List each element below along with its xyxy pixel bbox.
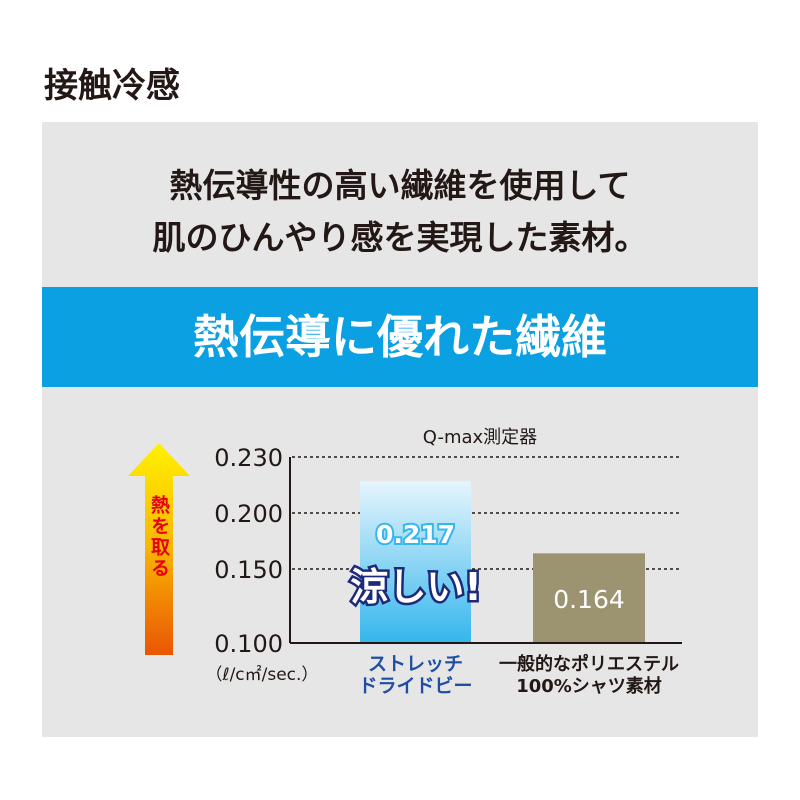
arrow-label: 熱を取る: [148, 495, 170, 579]
bar: [533, 553, 645, 643]
y-tick-label: 0.200: [214, 500, 283, 528]
lead-line-2: 肌のひんやり感を実現した素材。: [152, 218, 648, 257]
x-category-label: 一般的なポリエステル: [499, 653, 679, 675]
lead-line-1: 熱伝導性の高い繊維を使用して: [169, 166, 631, 205]
x-category-label: 100%シャツ素材: [516, 675, 662, 697]
page-title: 接触冷感: [44, 66, 180, 106]
y-tick-label: 0.100: [214, 630, 283, 658]
data-label: 0.217: [376, 520, 455, 549]
y-tick-label: 0.230: [214, 444, 283, 472]
heat-arrow-icon: [128, 443, 190, 655]
callout-text: 涼しい!: [350, 565, 481, 609]
highlight-band: 熱伝導に優れた繊維: [42, 287, 758, 387]
data-label: 0.164: [553, 585, 625, 614]
y-tick-label: 0.150: [214, 556, 283, 584]
x-category-label: ドライドビー: [358, 675, 472, 697]
bar: [360, 481, 471, 643]
lead-text: 熱伝導性の高い繊維を使用して 肌のひんやり感を実現した素材。: [42, 160, 758, 264]
x-category-label: ストレッチ: [368, 653, 463, 675]
unit-label: （ℓ/c㎡/sec.）: [206, 665, 319, 685]
chart-title: Q-max測定器: [423, 427, 537, 448]
